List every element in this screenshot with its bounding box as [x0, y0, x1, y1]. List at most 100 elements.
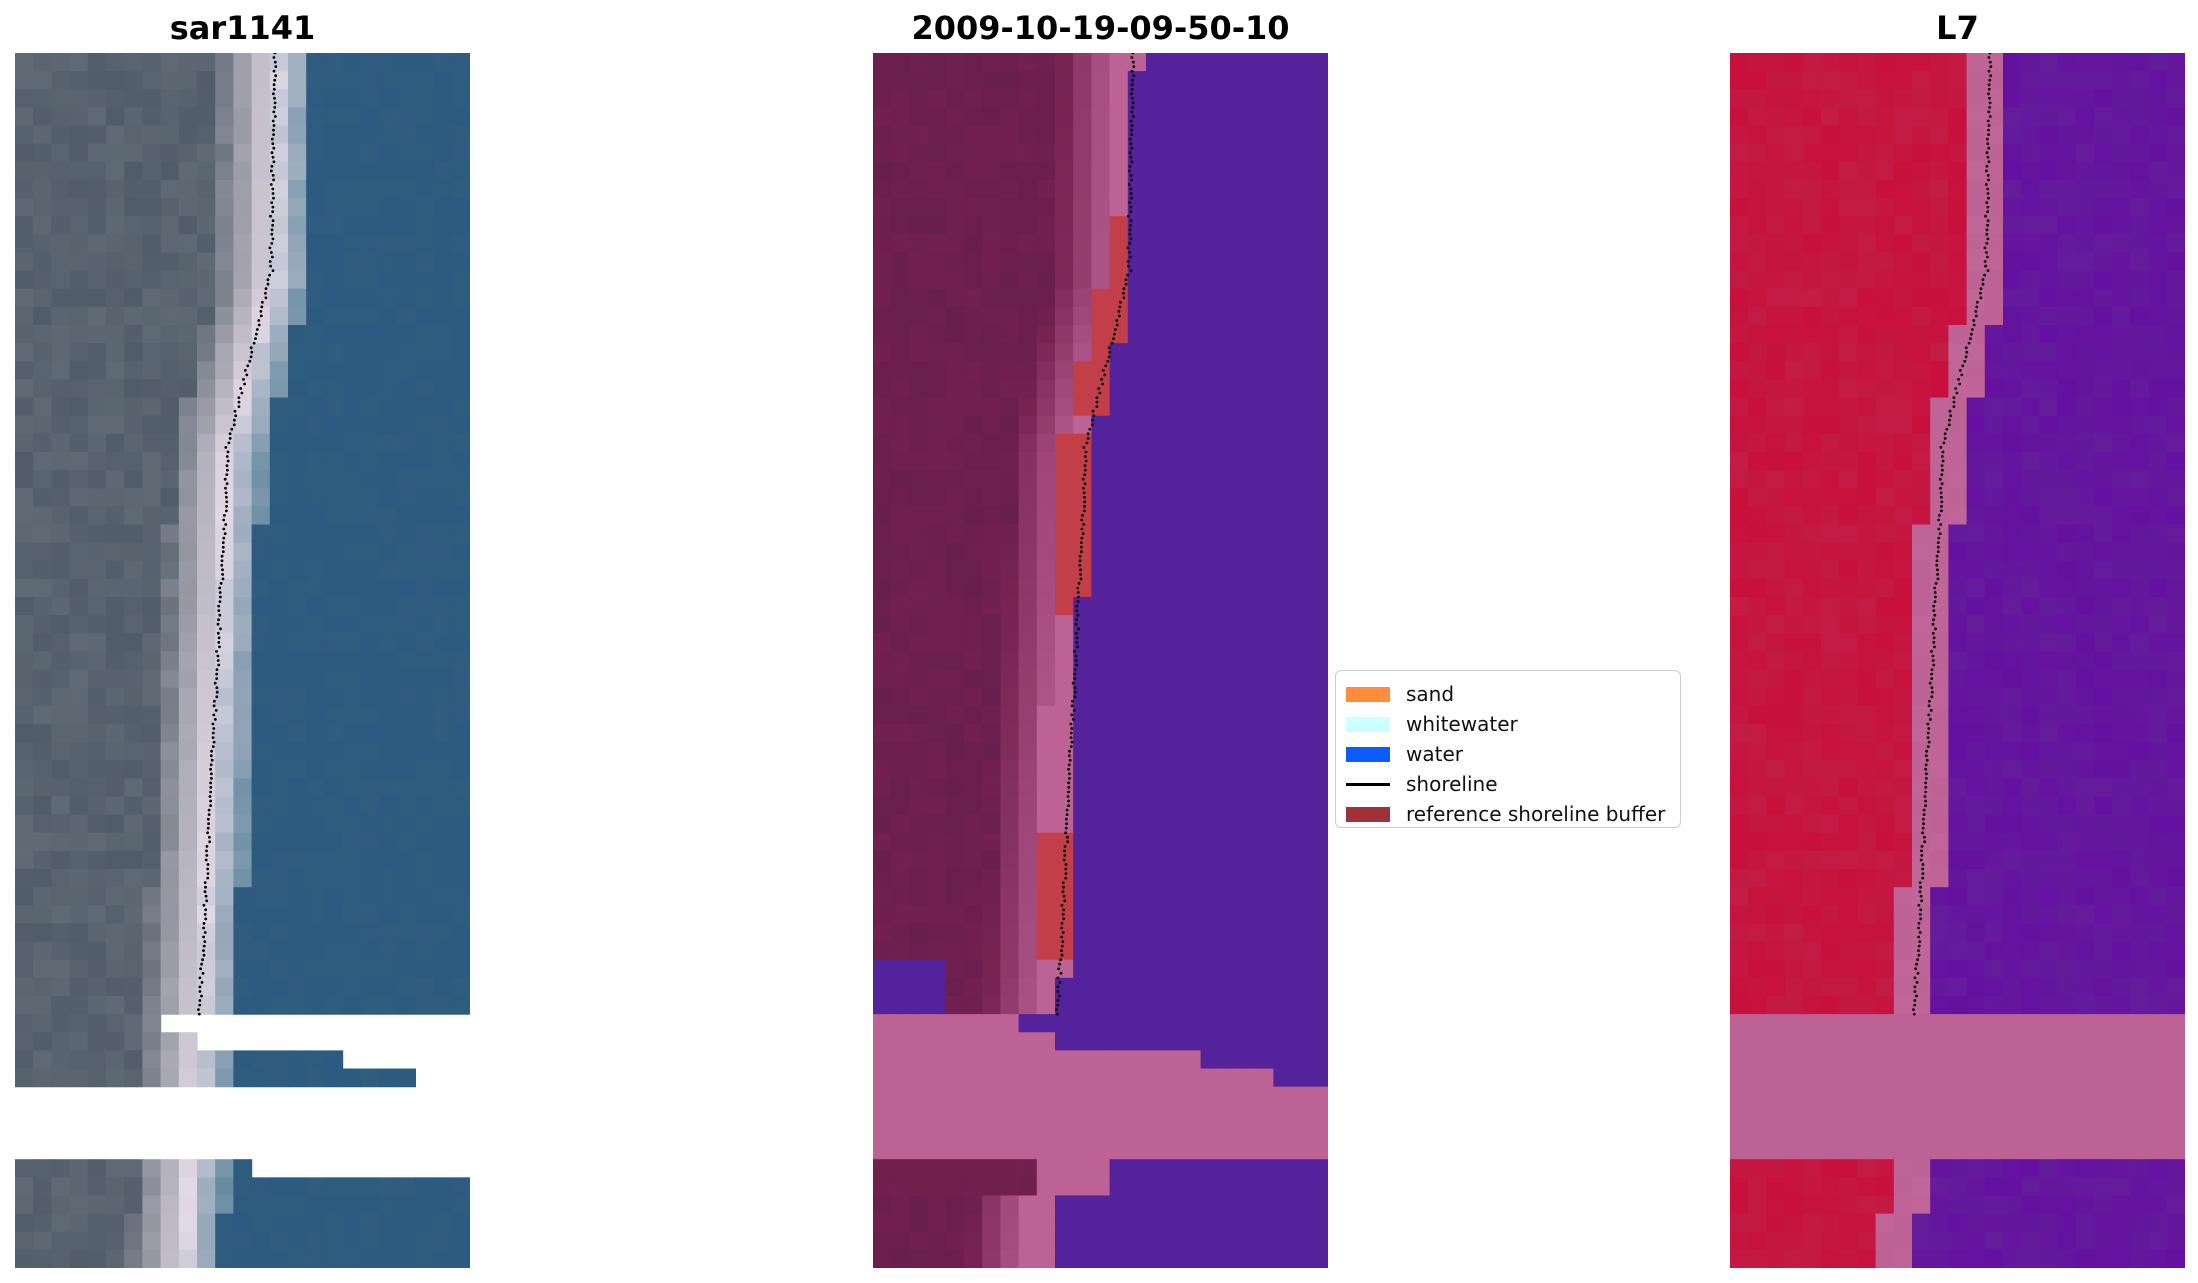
pixel-cell: [1055, 615, 1074, 634]
pixel-cell: [178, 1231, 198, 1251]
shoreline-point: [204, 908, 208, 912]
pixel-cell: [433, 470, 453, 489]
pixel-cell: [1200, 995, 1220, 1015]
pixel-cell: [1218, 1195, 1238, 1215]
pixel-cell: [1857, 923, 1877, 943]
pixel-cell: [15, 415, 34, 435]
pixel-cell: [342, 597, 362, 616]
pixel-cell: [1127, 524, 1147, 544]
pixel-cell: [1912, 995, 1931, 1015]
pixel-cell: [1127, 869, 1147, 888]
pixel-cell: [1748, 179, 1767, 199]
shoreline-point: [197, 1008, 200, 1011]
panel-title-rgb: sar1141: [169, 9, 316, 47]
pixel-cell: [197, 578, 216, 598]
pixel-cell: [379, 343, 398, 362]
shoreline-point: [1061, 931, 1065, 934]
pixel-cell: [160, 560, 180, 580]
pixel-cell: [1893, 343, 1913, 362]
pixel-cell: [945, 488, 965, 507]
pixel-cell: [1000, 53, 1020, 72]
pixel-cell: [2112, 959, 2131, 979]
pixel-cell: [2021, 669, 2040, 689]
pixel-cell: [1146, 107, 1165, 127]
pixel-cell: [106, 995, 125, 1015]
shoreline-point: [209, 781, 213, 785]
pixel-cell: [1273, 433, 1293, 453]
pixel-cell: [2003, 325, 2022, 344]
pixel-cell: [1930, 760, 1949, 779]
pixel-cell: [69, 506, 89, 526]
pixel-cell: [1291, 470, 1311, 489]
pixel-cell: [1766, 397, 1786, 417]
pixel-cell: [433, 977, 453, 997]
pixel-cell: [178, 1195, 198, 1215]
pixel-cell: [1291, 1122, 1311, 1142]
pixel-cell: [215, 905, 234, 925]
pixel-cell: [288, 1231, 307, 1251]
pixel-cell: [2148, 597, 2168, 616]
pixel-cell: [33, 633, 52, 653]
pixel-cell: [251, 470, 271, 489]
pixel-cell: [69, 343, 89, 362]
pixel-cell: [909, 53, 929, 72]
pixel-cell: [1784, 488, 1804, 507]
pixel-cell: [964, 143, 983, 163]
pixel-cell: [873, 778, 892, 798]
pixel-cell: [233, 161, 253, 181]
pixel-cell: [1784, 832, 1804, 852]
pixel-cell: [1984, 869, 2004, 888]
pixel-cell: [2112, 143, 2131, 163]
pixel-cell: [1893, 270, 1913, 290]
shoreline-point: [200, 981, 204, 984]
pixel-cell: [1218, 234, 1238, 254]
pixel-cell: [360, 270, 380, 290]
pixel-cell: [1309, 361, 1328, 381]
pixel-cell: [178, 470, 198, 489]
pixel-cell: [873, 995, 892, 1015]
pixel-cell: [1930, 941, 1949, 961]
pixel-cell: [1164, 778, 1183, 798]
pixel-cell: [2039, 1014, 2059, 1033]
pixel-cell: [2075, 832, 2095, 852]
pixel-cell: [1730, 198, 1749, 217]
shoreline-point: [1075, 604, 1079, 608]
pixel-cell: [269, 306, 289, 326]
pixel-cell: [1784, 651, 1804, 671]
pixel-cell: [1821, 1032, 1840, 1051]
pixel-cell: [909, 850, 929, 870]
pixel-cell: [1984, 397, 2004, 417]
pixel-cell: [1930, 343, 1949, 362]
pixel-cell: [1309, 216, 1328, 235]
pixel-cell: [360, 723, 380, 743]
pixel-cell: [1912, 778, 1931, 798]
pixel-cell: [269, 687, 289, 707]
pixel-cell: [909, 796, 929, 816]
pixel-cell: [1164, 941, 1183, 961]
pixel-cell: [1875, 288, 1895, 308]
pixel-cell: [1164, 216, 1183, 235]
pixel-cell: [324, 433, 344, 453]
pixel-cell: [1182, 270, 1202, 290]
pixel-cell: [87, 995, 107, 1015]
pixel-cell: [197, 306, 216, 326]
pixel-cell: [1309, 995, 1328, 1015]
pixel-cell: [1273, 887, 1293, 906]
pixel-cell: [2130, 687, 2150, 707]
pixel-cell: [909, 778, 929, 798]
pixel-cell: [909, 397, 929, 417]
pixel-cell: [2003, 433, 2022, 453]
pixel-cell: [269, 651, 289, 671]
shoreline-point: [272, 56, 276, 59]
classified-image: [873, 53, 1328, 1268]
pixel-cell: [415, 488, 435, 507]
pixel-cell: [1036, 107, 1056, 127]
pixel-cell: [33, 1231, 52, 1251]
pixel-cell: [2112, 216, 2131, 235]
pixel-cell: [1000, 1032, 1020, 1051]
shoreline-point: [1074, 659, 1078, 662]
pixel-cell: [1146, 959, 1165, 979]
pixel-cell: [106, 705, 125, 725]
pixel-cell: [87, 53, 107, 72]
pixel-cell: [1018, 578, 1038, 598]
